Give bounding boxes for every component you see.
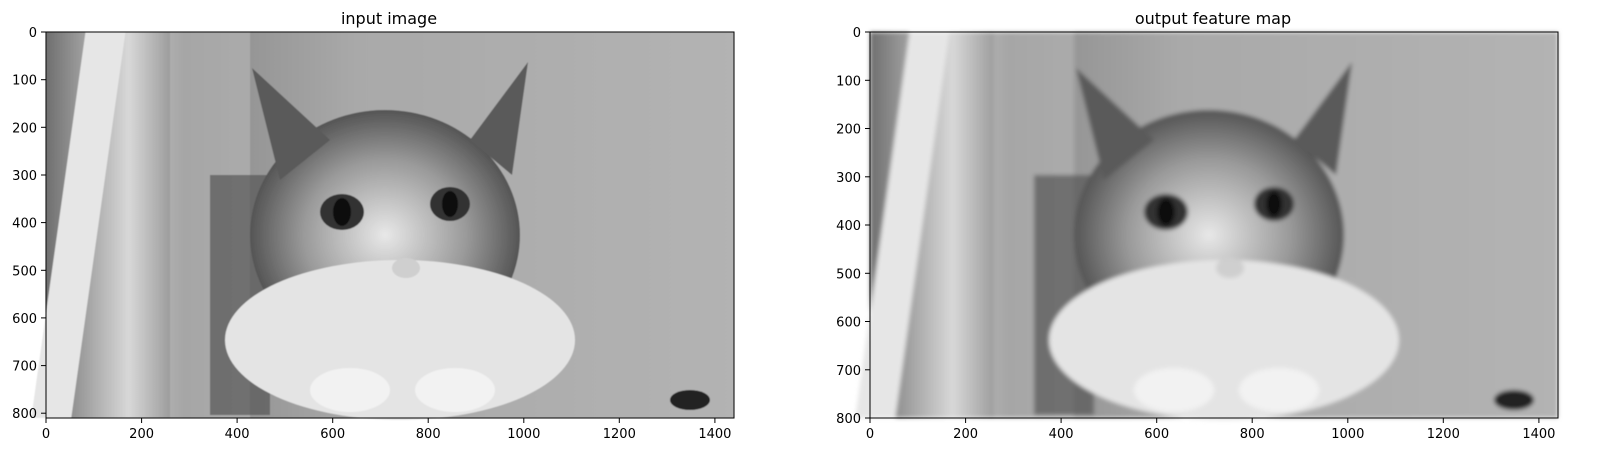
x-tick: 1400: [698, 427, 731, 442]
right-panel: output feature map 0 200: [790, 0, 1608, 462]
x-tick: 1200: [1427, 427, 1460, 442]
y-tick: 200: [836, 123, 861, 138]
output-feature-map: [855, 32, 1558, 420]
x-tick: 400: [225, 427, 250, 442]
right-axes: output feature map 0 200: [836, 9, 1559, 442]
y-tick: 300: [12, 169, 37, 184]
x-tick: 1400: [1522, 427, 1555, 442]
y-tick: 500: [836, 267, 861, 282]
left-title: input image: [341, 9, 437, 28]
x-tick: 400: [1049, 427, 1074, 442]
x-tick: 600: [1144, 427, 1169, 442]
x-tick: 800: [416, 427, 441, 442]
x-tick: 200: [129, 427, 154, 442]
y-tick: 400: [12, 217, 37, 232]
left-panel: input image: [0, 0, 790, 462]
y-tick: 700: [12, 360, 37, 375]
y-tick: 500: [12, 264, 37, 279]
x-tick: 0: [866, 427, 874, 442]
y-tick: 400: [836, 219, 861, 234]
y-tick: 300: [836, 171, 861, 186]
y-tick: 800: [836, 412, 861, 427]
y-tick: 800: [12, 407, 37, 422]
y-tick: 200: [12, 121, 37, 136]
right-x-ticks: 0 200 400 600 800 1000 1200 1400: [866, 418, 1555, 442]
x-tick: 200: [953, 427, 978, 442]
x-tick: 800: [1240, 427, 1265, 442]
y-tick: 100: [12, 74, 37, 89]
x-tick: 1000: [1331, 427, 1364, 442]
right-y-ticks: 0 100 200 300 400 500 600 700 800: [836, 26, 870, 427]
y-tick: 600: [12, 312, 37, 327]
right-title: output feature map: [1135, 9, 1291, 28]
y-tick: 700: [836, 364, 861, 379]
left-axes: input image: [12, 9, 735, 442]
input-image: [31, 32, 734, 420]
x-tick: 1200: [603, 427, 636, 442]
y-tick: 600: [836, 316, 861, 331]
x-tick: 1000: [507, 427, 540, 442]
x-tick: 600: [320, 427, 345, 442]
y-tick: 100: [836, 74, 861, 89]
y-tick: 0: [29, 26, 37, 41]
left-x-ticks: 0 200 400 600 800 1000 1200 1400: [42, 418, 731, 442]
x-tick: 0: [42, 427, 50, 442]
y-tick: 0: [853, 26, 861, 41]
left-y-ticks: 0 100 200 300 400 500 600 700 800: [12, 26, 46, 422]
